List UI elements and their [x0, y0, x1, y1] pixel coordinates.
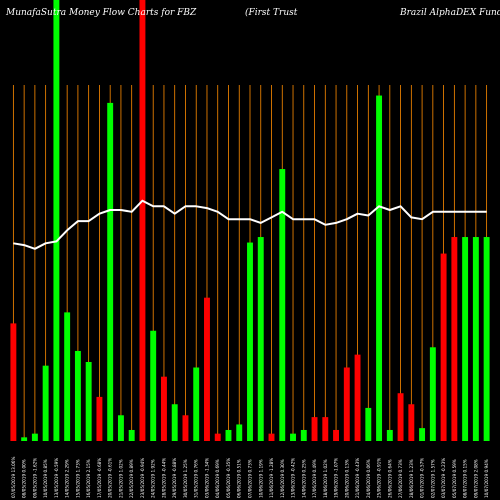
x-tick-label: 28/06/2019 1.23% — [409, 459, 414, 498]
volume-bar — [440, 253, 447, 441]
x-tick-label: 02/07/2019 1.57% — [430, 459, 435, 498]
volume-bar — [214, 433, 221, 441]
x-tick-label: 16/05/2019 2.15% — [86, 459, 91, 498]
volume-bar — [53, 0, 60, 441]
chart-title-part-3: Brazil AlphaDEX Fund) — [399, 7, 500, 18]
x-tick-label: 22/05/2019 0.89% — [129, 459, 134, 498]
volume-bar — [150, 330, 157, 441]
x-tick-label: 23/05/2019 -0.94% — [140, 458, 145, 498]
volume-bar — [408, 404, 415, 441]
volume-bar — [429, 347, 436, 441]
volume-bar — [257, 237, 264, 441]
volume-bars — [10, 0, 490, 442]
x-tick-label: 29/05/2019 -0.88% — [172, 458, 177, 498]
x-tick-label: 27/06/2019 0.73% — [398, 459, 403, 498]
x-tick-label: 15/05/2019 1.73% — [75, 459, 80, 498]
x-tick-label: 19/06/2019 -1.07% — [334, 458, 339, 498]
money-flow-line — [13, 199, 487, 250]
x-tick-label: 20/05/2019 -0.61% — [108, 458, 113, 498]
chart-title-part-2: (First Trust — [245, 7, 298, 18]
x-tick-label: 13/06/2019 -0.42% — [291, 458, 296, 498]
volume-bar — [300, 429, 307, 441]
x-tick-label: 09/05/2019 -1.62% — [32, 458, 37, 498]
x-tick-label: 25/06/2019 -0.91% — [377, 458, 382, 498]
x-tick-label: 05/06/2019 -0.35% — [226, 458, 231, 498]
volume-bar — [386, 429, 393, 441]
x-tick-label: 11/06/2019 -1.28% — [269, 458, 274, 498]
x-tick-label: 18/06/2019 1.02% — [323, 459, 328, 498]
volume-bar — [354, 354, 361, 441]
volume-bar — [311, 417, 318, 441]
volume-bar — [117, 415, 124, 441]
volume-bar — [397, 393, 404, 441]
x-tick-label: 08/05/2019 0.00% — [22, 459, 27, 498]
x-tick-label: 20/06/2019 0.13% — [344, 459, 349, 498]
volume-bar — [236, 424, 243, 441]
x-tick-label: 10/05/2019 0.85% — [43, 459, 48, 498]
volume-bar — [333, 429, 340, 441]
x-tick-label: 12/06/2019 0.30% — [280, 459, 285, 498]
x-tick-label: 05/07/2019 0.59% — [452, 459, 457, 498]
volume-bar — [419, 428, 426, 441]
x-tick-label: 30/05/2019 1.25% — [183, 459, 188, 498]
volume-bar — [279, 169, 286, 442]
volume-bar — [376, 95, 383, 442]
x-tick-label: 26/06/2019 0.64% — [387, 459, 392, 498]
x-tick-label: 28/05/2019 -0.44% — [161, 458, 166, 498]
volume-bar — [225, 429, 232, 441]
x-tick-label: 04/06/2019 0.69% — [215, 459, 220, 498]
volume-bar — [21, 437, 28, 441]
volume-bar — [85, 361, 92, 441]
volume-bar — [462, 237, 469, 441]
volume-bar — [10, 323, 17, 441]
volume-bar — [451, 237, 458, 441]
volume-bar — [322, 417, 329, 441]
volume-bar — [268, 433, 275, 441]
volume-bar — [182, 415, 189, 441]
volume-bar — [472, 237, 479, 441]
volume-bar — [128, 429, 135, 441]
volume-bar — [365, 407, 372, 441]
volume-bar — [96, 396, 103, 441]
volume-bar — [107, 102, 114, 442]
x-tick-label: 01/07/2019 -0.57% — [420, 458, 425, 498]
x-tick-label: 24/06/2019 0.06% — [366, 459, 371, 498]
x-tick-label: 31/05/2019 0.76% — [194, 459, 199, 498]
volume-bar — [42, 365, 49, 441]
x-tick-label: 17/06/2019 0.49% — [312, 459, 317, 498]
volume-bar — [74, 350, 81, 441]
x-tick-label: 09/07/2019 2.08% — [473, 459, 478, 498]
volume-bar — [31, 433, 38, 441]
x-tick-label: 21/05/2019 1.02% — [118, 459, 123, 498]
x-tick-label: 10/06/2019 1.19% — [258, 459, 263, 498]
x-tick-label: 14/06/2019 0.25% — [301, 459, 306, 498]
volume-bar — [343, 367, 350, 441]
x-tick-label: 07/06/2019 0.73% — [248, 459, 253, 498]
chart-title-part-1: MunafaSutra Money Flow Charts for FBZ — [5, 8, 197, 18]
volume-bar — [171, 404, 178, 441]
volume-bar — [483, 237, 490, 441]
x-tick-label: 08/07/2019 0.15% — [463, 459, 468, 498]
volume-bar — [139, 0, 146, 441]
x-tick-label: 03/06/2019 -1.34% — [204, 458, 209, 498]
x-tick-label: 13/05/2019 -0.59% — [54, 458, 59, 498]
volume-bar — [247, 242, 253, 441]
volume-bar — [204, 297, 210, 441]
chart-title: MunafaSutra Money Flow Charts for FBZ (F… — [5, 7, 500, 18]
x-tick-label: 21/06/2019 -0.43% — [355, 458, 360, 498]
x-tick-label: 17/05/2019 -0.68% — [97, 458, 102, 498]
x-tick-label: 03/07/2019 -0.23% — [441, 458, 446, 498]
x-tick-label: 24/05/2019 1.92% — [151, 459, 156, 498]
x-tick-label: 14/05/2019 2.29% — [65, 459, 70, 498]
x-tick-labels: 07/05/2019 13.06% 08/05/2019 0.00% 09/05/2… — [11, 457, 489, 498]
x-tick-label: 10/07/2019 0.94% — [484, 459, 489, 498]
volume-bar — [64, 312, 71, 441]
volume-bar — [160, 376, 167, 441]
volume-bar — [193, 367, 200, 441]
x-tick-label: 07/05/2019 13.06% — [11, 457, 16, 498]
volume-bar — [290, 433, 296, 441]
x-tick-label: 06/06/2019 0.51% — [237, 459, 242, 498]
